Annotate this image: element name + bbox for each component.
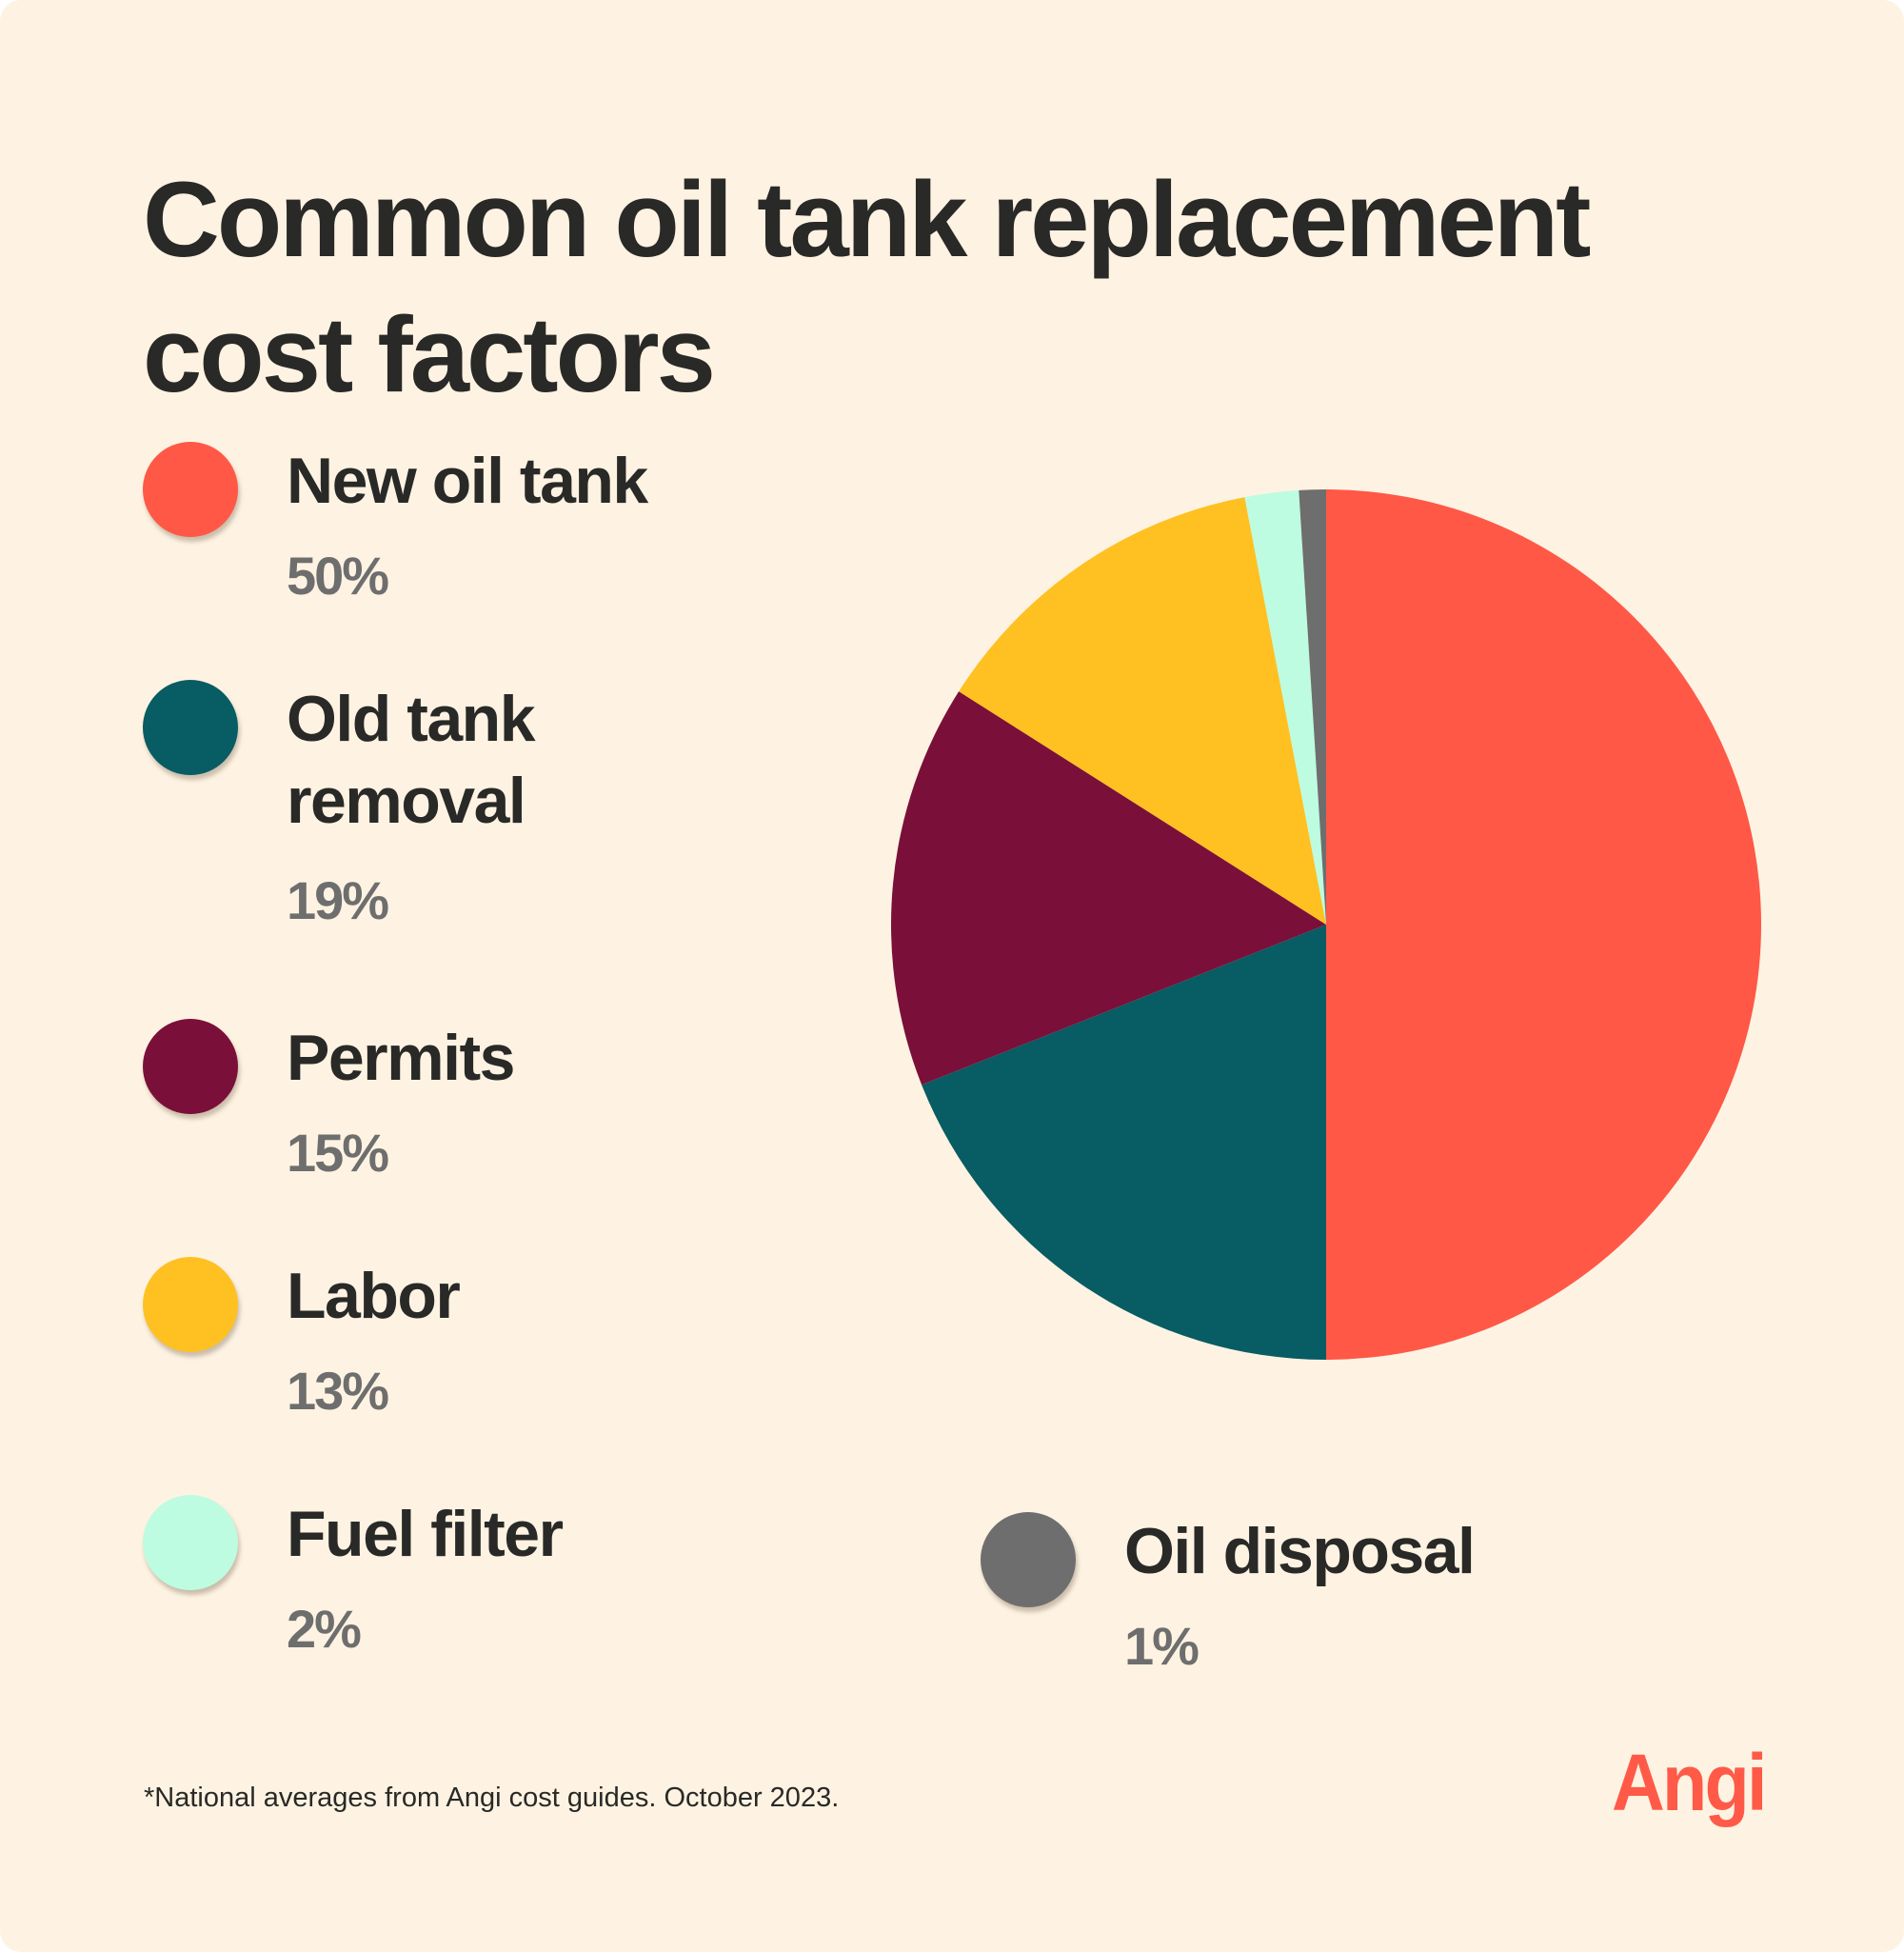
legend-value: 2% [287,1599,362,1659]
legend-swatch-fuel-filter [143,1495,238,1590]
angi-logo-text: Angi [1612,1738,1767,1827]
legend-label: Labor [287,1260,461,1332]
legend-swatch-oil-disposal [981,1512,1076,1607]
pie-slice-oil-disposal [1299,489,1326,925]
pie-slice-old-tank-removal [922,925,1326,1360]
legend-value: 50% [287,546,389,606]
pie-slice-labor [959,497,1326,925]
pie-slice-fuel-filter [1244,489,1326,925]
legend-value: 15% [287,1123,389,1183]
legend-label: Fuel filter [287,1498,564,1570]
pie-slice-new-oil-tank [1326,489,1761,1360]
footnote: *National averages from Angi cost guides… [144,1783,840,1813]
legend-swatch-old-tank-removal [143,680,238,775]
legend-label: Oil disposal [1124,1515,1476,1587]
legend-swatch-labor [143,1257,238,1352]
legend-label: Permits [287,1022,515,1094]
legend-value: 1% [1124,1616,1200,1676]
pie-slice-permits [891,691,1326,1086]
pie-chart [891,489,1761,1360]
legend-value: 19% [287,870,389,930]
pie-slices [891,489,1761,1360]
legend-value: 13% [287,1361,389,1421]
legend-swatch-new-oil-tank [143,442,238,537]
legend-swatch-permits [143,1019,238,1114]
angi-logo: Angi [1612,1735,1774,1830]
legend-label: New oil tank [287,445,648,517]
chart-title: Common oil tank replacement cost factors [143,160,1591,414]
legend-label: Old tank removal [287,683,536,837]
